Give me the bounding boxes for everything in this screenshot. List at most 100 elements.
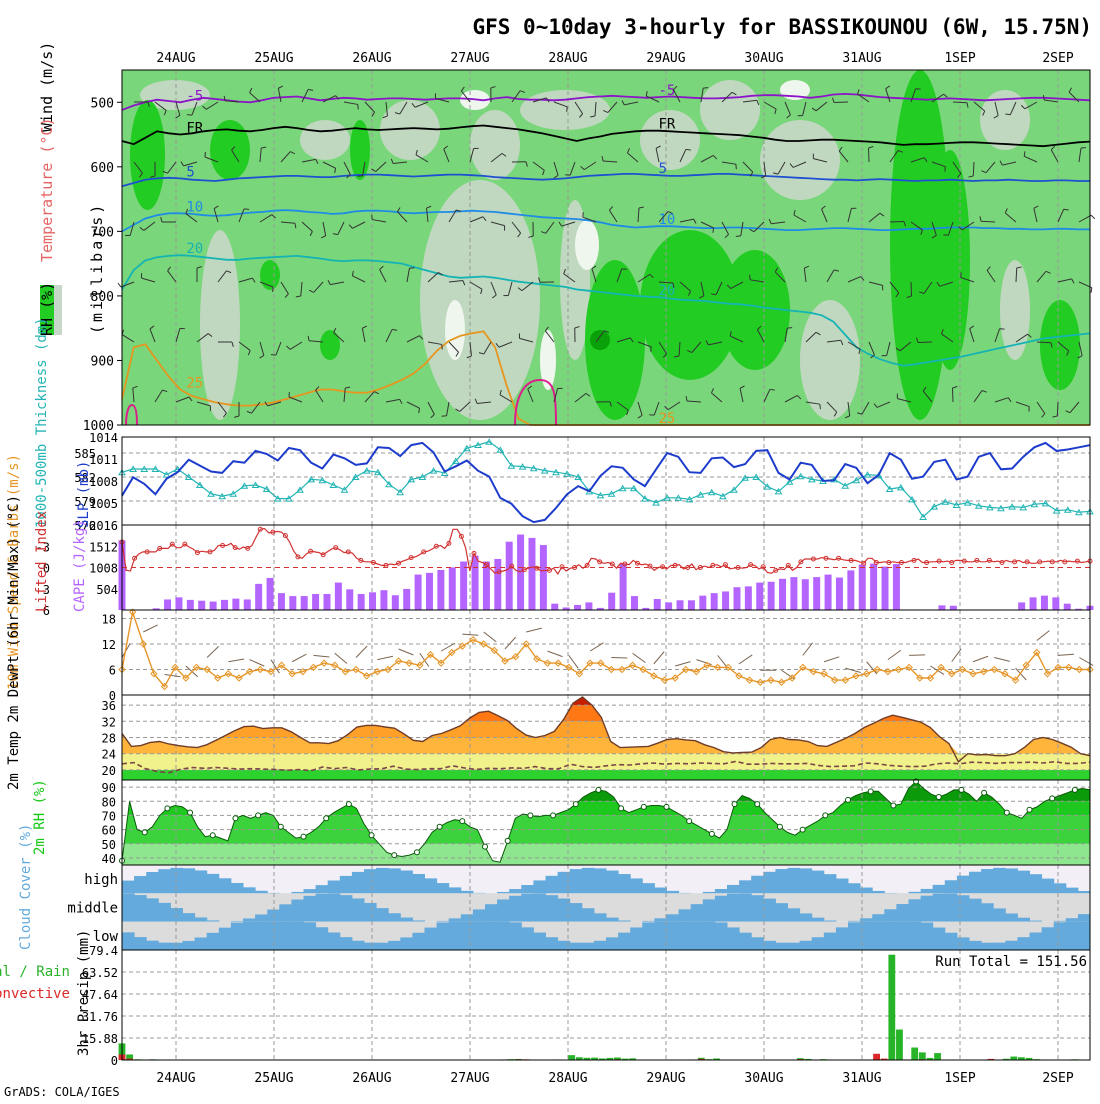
cloud-cell-0-66 bbox=[921, 889, 934, 893]
cloud-cell-2-35 bbox=[546, 937, 559, 950]
cloud-cell-2-34 bbox=[533, 933, 546, 950]
cloud-cell-2-57 bbox=[812, 937, 825, 950]
cloud-cell-1-22 bbox=[388, 913, 401, 921]
cloud-cell-2-20 bbox=[364, 943, 377, 950]
precip-tick-5: 79.4 bbox=[89, 944, 118, 958]
rh-marker-108 bbox=[936, 795, 941, 800]
rh-marker-18 bbox=[256, 813, 261, 818]
cloud-cell-0-58 bbox=[824, 874, 837, 893]
cape-bar-26 bbox=[415, 575, 422, 610]
cloud-cell-0-52 bbox=[751, 876, 764, 894]
cloud-cell-2-4 bbox=[170, 943, 183, 950]
cloud-cell-2-67 bbox=[933, 928, 946, 950]
cloud-cell-1-60 bbox=[848, 921, 861, 922]
isotherm-label-0: -5 bbox=[186, 88, 203, 104]
cape-tick-2: 1512 bbox=[89, 540, 118, 554]
cape-bar-29 bbox=[449, 567, 456, 610]
cloud-cell-2-70 bbox=[969, 941, 982, 950]
isotherm-label-2: 5 bbox=[186, 164, 194, 180]
cloud-cell-1-7 bbox=[207, 920, 220, 921]
rh-marker-78 bbox=[709, 831, 714, 836]
precip-total-bar-107 bbox=[934, 1053, 941, 1060]
cape-bar-21 bbox=[358, 594, 365, 610]
rh-band-0 bbox=[122, 844, 1090, 865]
rh-marker-72 bbox=[664, 804, 669, 809]
cape-bar-49 bbox=[677, 600, 684, 610]
cloud-cell-1-57 bbox=[812, 918, 825, 922]
cape-bar-40 bbox=[574, 605, 581, 610]
cape-bar-55 bbox=[745, 586, 752, 610]
cloud-cell-0-51 bbox=[739, 880, 752, 893]
rh-light-patch-7 bbox=[760, 120, 840, 200]
cloud-cell-0-35 bbox=[546, 876, 559, 894]
date-label-bottom-8: 1SEP bbox=[944, 1071, 975, 1086]
cape-bar-66 bbox=[870, 564, 877, 610]
cape-bar-43 bbox=[608, 593, 615, 610]
cloud-cell-2-63 bbox=[884, 922, 897, 950]
cloud-cell-0-40 bbox=[606, 871, 619, 894]
cloud-cell-0-74 bbox=[1017, 871, 1030, 894]
cloud-cell-2-29 bbox=[473, 922, 486, 950]
cloud-cell-1-10 bbox=[243, 918, 256, 921]
rh-marker-120 bbox=[1027, 807, 1032, 812]
cape-bar-48 bbox=[665, 602, 672, 610]
isotherm-label-b-0: -5 bbox=[658, 83, 675, 99]
rh-marker-123 bbox=[1050, 796, 1055, 801]
cloud-cell-0-67 bbox=[933, 885, 946, 893]
cape-bar-30 bbox=[460, 562, 467, 610]
cape-bar-52 bbox=[711, 593, 718, 610]
cape-bar-73 bbox=[950, 606, 957, 610]
precip-total-bar-104 bbox=[911, 1048, 918, 1060]
wind10m-barb-46 bbox=[611, 658, 627, 659]
rh-light-patch-6 bbox=[700, 80, 760, 140]
rh-marker-24 bbox=[301, 834, 306, 839]
cloud-cell-2-32 bbox=[509, 922, 522, 950]
cloud-cell-0-17 bbox=[328, 880, 341, 893]
cloud-cell-1-3 bbox=[158, 903, 171, 922]
cloud-cell-2-18 bbox=[340, 937, 353, 950]
cloud-cell-2-39 bbox=[594, 941, 607, 950]
cloud-cell-1-43 bbox=[642, 921, 655, 922]
cloud-cell-1-30 bbox=[485, 904, 498, 921]
cape-bar-62 bbox=[825, 575, 832, 610]
rh-marker-21 bbox=[278, 824, 283, 829]
cloud-row-label-0: high bbox=[84, 872, 118, 888]
cloud-cell-0-37 bbox=[570, 869, 583, 893]
credit-label: GrADS: COLA/IGES bbox=[4, 1085, 120, 1099]
cloud-cell-0-28 bbox=[461, 891, 474, 893]
cloud-cell-2-66 bbox=[921, 923, 934, 950]
date-label-top-8: 1SEP bbox=[944, 51, 975, 66]
precip-tick-0: 0 bbox=[111, 1054, 118, 1068]
rh-tick-4: 80 bbox=[102, 795, 116, 809]
cape-bar-19 bbox=[335, 583, 342, 610]
rh-light-patch-12 bbox=[300, 120, 350, 160]
wind-tick-1: 6 bbox=[109, 664, 116, 678]
rh-marker-6 bbox=[165, 806, 170, 811]
cape-bar-25 bbox=[403, 589, 410, 610]
rh-marker-48 bbox=[483, 844, 488, 849]
cloud-cell-2-37 bbox=[570, 943, 583, 950]
isotherm-label-b-1: FR bbox=[658, 117, 675, 133]
cloud-cell-0-4 bbox=[170, 868, 183, 893]
cloud-cell-2-46 bbox=[679, 922, 692, 950]
cloud-cell-0-56 bbox=[800, 868, 813, 893]
cloud-cell-1-79 bbox=[1078, 914, 1091, 922]
cloud-cell-1-68 bbox=[945, 894, 958, 922]
cloud-cell-0-21 bbox=[376, 868, 389, 893]
cloud-cell-1-53 bbox=[763, 899, 776, 922]
date-label-bottom-5: 29AUG bbox=[646, 1071, 685, 1086]
rh-max-patch bbox=[590, 330, 610, 350]
upper-wind-barb-flag bbox=[1081, 147, 1086, 148]
rh-marker-126 bbox=[1072, 787, 1077, 792]
cloud-row-label-2: low bbox=[93, 929, 119, 945]
cloud-cell-1-64 bbox=[896, 904, 909, 922]
cloud-cell-1-19 bbox=[352, 898, 365, 921]
cloud-cell-2-48 bbox=[703, 922, 716, 950]
cloud-cell-1-29 bbox=[473, 909, 486, 921]
cloud-cell-1-56 bbox=[800, 913, 813, 921]
cloud-cell-0-38 bbox=[582, 868, 595, 893]
date-label-bottom-0: 24AUG bbox=[156, 1071, 195, 1086]
rh-marker-84 bbox=[755, 802, 760, 807]
upper-ytick-label-0: 500 bbox=[91, 96, 114, 111]
rh-marker-102 bbox=[891, 803, 896, 808]
